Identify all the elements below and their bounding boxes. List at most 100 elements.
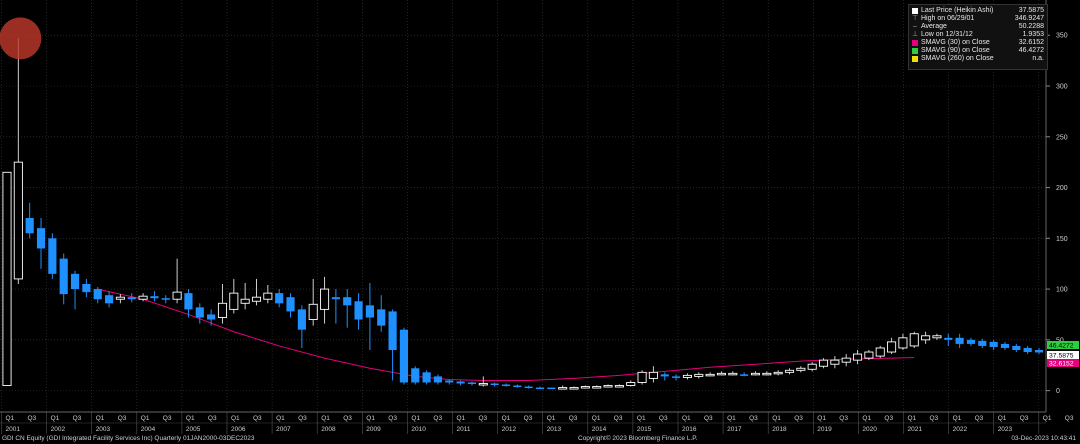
candle-body xyxy=(217,302,228,318)
x-quarter-label: Q1 xyxy=(6,415,15,422)
candle-body xyxy=(547,387,556,390)
candle-body xyxy=(728,372,738,376)
chart-grid xyxy=(0,0,1046,412)
y-tick-label: 100 xyxy=(1056,287,1068,294)
sma30-line xyxy=(97,288,915,381)
x-quarter-label: Q3 xyxy=(659,415,668,422)
candle-body xyxy=(263,292,273,300)
price-tag-bg xyxy=(1047,341,1079,349)
x-year-label: 2021 xyxy=(908,426,923,433)
x-quarter-label: Q1 xyxy=(592,415,601,422)
legend-label: Low on 12/31/12 xyxy=(921,31,973,38)
y-tick-label: 350 xyxy=(1056,33,1068,40)
x-quarter-label: Q3 xyxy=(1020,415,1029,422)
candle-body xyxy=(841,357,851,363)
price-tag-label: 37.5875 xyxy=(1049,353,1074,360)
x-quarter-label: Q1 xyxy=(998,415,1007,422)
x-quarter-label: Q3 xyxy=(975,415,984,422)
candle-body xyxy=(807,363,817,370)
candle-body xyxy=(932,335,942,339)
x-year-label: 2010 xyxy=(411,426,426,433)
legend-value: 1.9353 xyxy=(1022,31,1044,38)
candle-body xyxy=(82,284,91,293)
candle-body xyxy=(909,333,919,347)
x-quarter-label: Q3 xyxy=(1065,415,1074,422)
legend-label: SMAVG (260) on Close xyxy=(921,55,994,62)
x-quarter-label: Q3 xyxy=(208,415,217,422)
candle-body xyxy=(115,296,125,300)
high-marker-circle xyxy=(0,17,42,60)
x-quarter-label: Q3 xyxy=(614,415,623,422)
candle-body xyxy=(377,309,386,326)
x-quarter-label: Q3 xyxy=(794,415,803,422)
candle-body xyxy=(1034,350,1044,353)
x-quarter-label: Q1 xyxy=(502,415,511,422)
candle-body xyxy=(887,341,897,353)
candle-body xyxy=(978,340,987,346)
x-quarter-label: Q1 xyxy=(141,415,150,422)
candle-body xyxy=(898,337,908,349)
candle-body xyxy=(275,293,284,304)
x-quarter-label: Q3 xyxy=(479,415,488,422)
candle-body xyxy=(467,382,477,384)
x-quarter-label: Q3 xyxy=(343,415,352,422)
x-year-label: 2013 xyxy=(547,426,562,433)
x-quarter-label: Q3 xyxy=(524,415,533,422)
x-axis: Q1 Q3 Q1 Q3 Q1 Q3 Q1 Q3 Q1 Q3 Q1 Q3 Q1 Q3 Q1 Q3 Q1 Q3 Q1 Q3… xyxy=(0,411,1074,434)
x-quarter-label: Q1 xyxy=(772,415,781,422)
candle-body xyxy=(682,374,692,378)
x-quarter-label: Q3 xyxy=(28,415,37,422)
x-quarter-label: Q1 xyxy=(727,415,736,422)
candle-body xyxy=(104,295,114,304)
x-quarter-label: Q3 xyxy=(839,415,848,422)
legend-item: SMAVG (260) on Close n.a. xyxy=(912,55,1044,63)
price-tag: 46.4272 xyxy=(1047,341,1079,350)
footer-timestamp: 03-Dec-2023 10:43:41 xyxy=(1011,435,1076,442)
candle-body xyxy=(955,337,964,344)
candle-body xyxy=(433,376,443,383)
legend-label: SMAVG (30) on Close xyxy=(921,39,990,46)
x-year-label: 2018 xyxy=(772,426,787,433)
candle-body xyxy=(150,296,159,299)
x-year-label: 2009 xyxy=(366,426,381,433)
legend-label: High on 06/29/01 xyxy=(921,15,975,22)
candle-body xyxy=(422,372,431,383)
x-quarter-label: Q3 xyxy=(118,415,127,422)
candle-body xyxy=(172,291,182,300)
candle-body xyxy=(921,335,931,341)
candle-body xyxy=(637,371,647,383)
candle-body xyxy=(569,387,579,390)
candle-body xyxy=(2,171,12,386)
candle-body xyxy=(445,380,454,383)
candlestick-series xyxy=(2,38,1044,390)
x-year-label: 2019 xyxy=(817,426,832,433)
price-tag-label: 32.6152 xyxy=(1049,361,1074,368)
x-quarter-label: Q1 xyxy=(366,415,375,422)
legend-label: Average xyxy=(921,23,947,30)
candle-body xyxy=(694,373,704,377)
candle-body xyxy=(161,298,170,300)
candle-body xyxy=(614,385,624,388)
candle-body xyxy=(195,307,204,318)
x-quarter-label: Q1 xyxy=(637,415,646,422)
candle-body xyxy=(490,383,499,386)
price-tag-bg xyxy=(1047,351,1079,359)
x-year-label: 2015 xyxy=(637,426,652,433)
candle-body xyxy=(286,297,295,312)
candle-body xyxy=(1012,345,1021,350)
x-quarter-label: Q1 xyxy=(817,415,826,422)
candle-body xyxy=(93,289,102,300)
x-quarter-label: Q1 xyxy=(321,415,330,422)
x-year-label: 2003 xyxy=(96,426,111,433)
candle-body xyxy=(535,387,545,390)
x-quarter-label: Q1 xyxy=(276,415,285,422)
x-year-label: 2007 xyxy=(276,426,291,433)
x-quarter-label: Q1 xyxy=(186,415,195,422)
candle-body xyxy=(1000,343,1010,348)
x-year-label: 2004 xyxy=(141,426,156,433)
x-quarter-label: Q1 xyxy=(457,415,466,422)
x-quarter-label: Q1 xyxy=(908,415,917,422)
x-year-label: 2022 xyxy=(953,426,968,433)
price-tag-label: 46.4272 xyxy=(1049,343,1074,350)
price-tag: 32.6152 xyxy=(1047,359,1079,368)
